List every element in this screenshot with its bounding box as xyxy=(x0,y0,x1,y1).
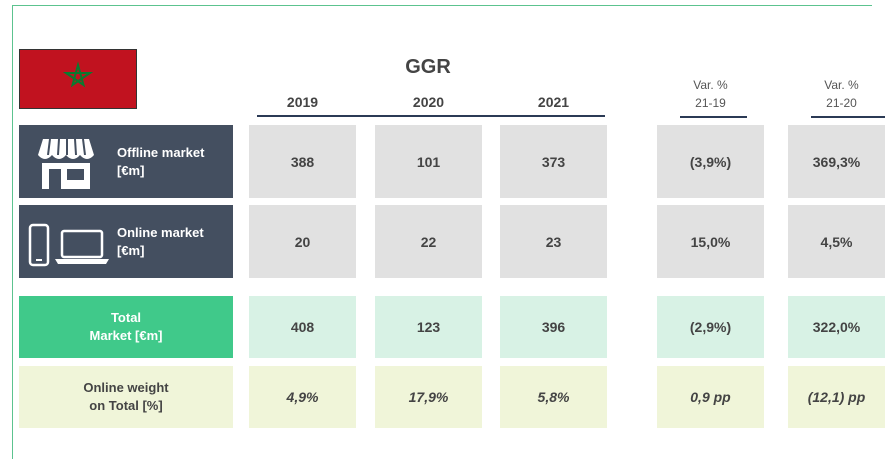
row-label-line: Market [€m] xyxy=(89,328,163,343)
frame-left xyxy=(12,5,13,459)
cell: 0,9 pp xyxy=(657,366,764,428)
store-icon xyxy=(37,135,95,190)
cell: 369,3% xyxy=(788,125,885,198)
variance-header: Var. % xyxy=(693,78,728,92)
cell: 101 xyxy=(375,125,482,198)
variance-header: Var. % xyxy=(824,78,859,92)
cell: (12,1) pp xyxy=(788,366,885,428)
row-label-line: Total xyxy=(110,310,142,325)
cell: (3,9%) xyxy=(657,125,764,198)
row-label-line: Online weight xyxy=(83,380,169,395)
cell: 408 xyxy=(249,296,356,358)
row-label-line: Online market xyxy=(117,224,204,240)
row-label: Online weight on Total [%] xyxy=(19,366,233,428)
row-label: Total Market [€m] xyxy=(19,296,233,358)
year-header: 2020 xyxy=(412,94,445,110)
title: GGR xyxy=(405,56,451,78)
cell: 20 xyxy=(249,205,356,278)
row-label-line: on Total [%] xyxy=(89,398,163,413)
cell: 17,9% xyxy=(375,366,482,428)
frame-top xyxy=(12,5,872,6)
cell: 373 xyxy=(500,125,607,198)
store-svg xyxy=(38,138,94,189)
variance-underline xyxy=(811,116,885,118)
variance-header: 21-20 xyxy=(826,96,857,110)
cell: 15,0% xyxy=(657,205,764,278)
cell: (2,9%) xyxy=(657,296,764,358)
row-label: Online market [€m] xyxy=(19,205,233,278)
devices-svg xyxy=(28,223,109,267)
cell: 5,8% xyxy=(500,366,607,428)
cell: 4,5% xyxy=(788,205,885,278)
variance-underline xyxy=(680,116,747,118)
row-label-line: [€m] xyxy=(117,162,145,178)
year-header: 2019 xyxy=(286,94,319,110)
row-label-line: [€m] xyxy=(117,242,145,258)
devices-icon xyxy=(28,223,114,267)
cell: 396 xyxy=(500,296,607,358)
variance-header: 21-19 xyxy=(695,96,726,110)
year-header: 2021 xyxy=(537,94,570,110)
cell: 23 xyxy=(500,205,607,278)
cell: 322,0% xyxy=(788,296,885,358)
year-underline xyxy=(257,115,605,117)
cell: 4,9% xyxy=(249,366,356,428)
cell: 22 xyxy=(375,205,482,278)
row-label-line: Offline market xyxy=(117,144,205,160)
cell: 388 xyxy=(249,125,356,198)
cell: 123 xyxy=(375,296,482,358)
flag xyxy=(19,49,137,109)
